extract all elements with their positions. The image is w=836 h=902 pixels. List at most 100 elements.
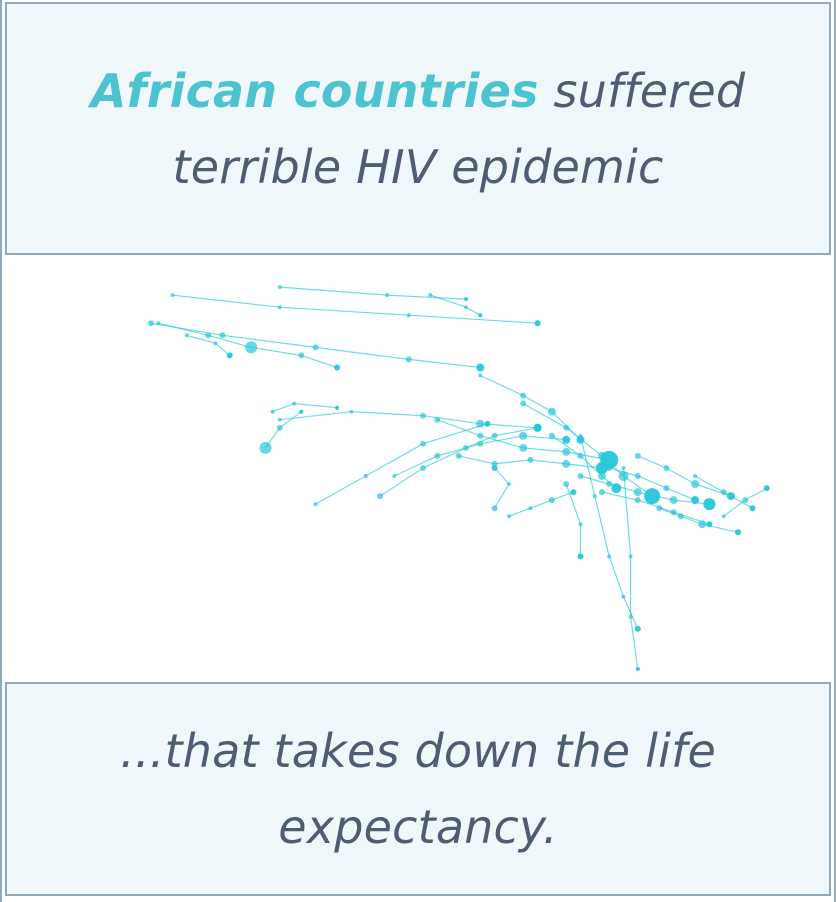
trail-line-trail-28 <box>601 491 710 525</box>
data-point-trail-14-1 <box>491 460 498 467</box>
data-point-trail-02-0 <box>170 293 175 298</box>
intro-caption: African countries suffered terrible HIV … <box>91 53 746 205</box>
outro-caption: ...that takes down the life expectancy. <box>120 713 716 865</box>
data-point-trail-17-0 <box>548 432 555 439</box>
trail-line-trail-29 <box>494 467 510 509</box>
series-trail-25 <box>621 466 640 671</box>
data-point-trail-18-2 <box>633 488 642 497</box>
chart-area <box>5 255 831 682</box>
data-point-trail-18-3 <box>669 496 678 505</box>
data-point-trail-07-0 <box>270 409 275 414</box>
data-point-trail-24-3 <box>621 594 626 599</box>
data-point-trail-15-2 <box>547 407 556 416</box>
data-point-trail-24-2 <box>607 554 612 559</box>
data-point-trail-12-1 <box>434 452 441 459</box>
data-point-trail-14-3 <box>562 459 571 468</box>
data-point-trail-13-2 <box>519 443 528 452</box>
data-point-trail-04-0 <box>428 293 433 298</box>
trail-line-trail-21 <box>659 507 739 533</box>
data-point-trail-23-2 <box>763 485 770 492</box>
data-point-trail-18-4 <box>703 498 716 511</box>
data-point-trail-27-1 <box>528 506 533 511</box>
data-point-trail-06-1 <box>213 341 218 346</box>
data-point-trail-28-0 <box>599 489 605 496</box>
data-point-trail-21-3 <box>735 529 741 536</box>
data-point-trail-22-2 <box>749 505 756 512</box>
series-trail-18 <box>577 473 716 511</box>
data-point-trail-17-1 <box>577 452 584 459</box>
data-point-trail-10-0 <box>313 502 318 507</box>
trail-line-trail-07 <box>272 402 338 413</box>
data-point-trail-18-0 <box>577 473 584 479</box>
data-point-trail-10-2 <box>420 440 426 447</box>
data-point-trail-03-1 <box>385 293 390 298</box>
data-point-trail-05-2 <box>245 341 258 354</box>
data-point-trail-18-1 <box>606 481 613 487</box>
data-point-trail-22-1 <box>720 489 727 496</box>
data-point-trail-19-2 <box>663 485 670 492</box>
data-point-trail-24-4 <box>634 625 641 632</box>
data-point-trail-22-0 <box>693 474 698 478</box>
data-point-trail-17-2 <box>598 472 606 480</box>
data-point-trail-12-3 <box>519 431 528 440</box>
trail-line-trail-06 <box>186 334 231 356</box>
outer-right-border <box>834 0 836 902</box>
series-trail-06 <box>184 333 233 359</box>
data-point-trail-05-4 <box>334 364 341 371</box>
data-point-trail-27-3 <box>570 489 577 496</box>
data-point-trail-14-2 <box>527 456 534 463</box>
data-point-trail-12-4 <box>562 435 571 444</box>
data-point-trail-01-1 <box>219 332 226 339</box>
data-point-trail-02-2 <box>406 313 411 318</box>
data-point-trail-06-2 <box>226 352 233 359</box>
data-point-trail-23-0 <box>721 514 726 519</box>
data-point-trail-05-1 <box>205 332 212 339</box>
data-point-trail-04-2 <box>478 313 483 318</box>
intro-caption-panel: African countries suffered terrible HIV … <box>5 2 831 255</box>
series-trail-29 <box>491 465 511 512</box>
series-trail-26 <box>563 481 584 560</box>
data-point-trail-05-3 <box>298 352 305 359</box>
data-point-trail-08-0 <box>259 441 272 454</box>
data-point-trail-09-1 <box>349 409 354 414</box>
data-point-trail-02-1 <box>277 305 282 310</box>
data-point-trail-24-1 <box>592 494 597 499</box>
data-point-trail-20-1 <box>663 465 670 471</box>
outro-line1: ...that takes down the life <box>120 724 716 778</box>
data-point-trail-26-1 <box>578 522 583 527</box>
trail-line-trail-10 <box>315 423 488 505</box>
data-point-trail-05-0 <box>156 321 161 326</box>
data-point-trail-26-0 <box>563 481 570 487</box>
data-point-trail-28-2 <box>670 509 677 516</box>
trail-line-trail-20 <box>637 455 732 497</box>
trail-line-trail-02 <box>172 294 538 324</box>
data-point-trail-29-0 <box>491 505 498 512</box>
caption-line1-rest: suffered <box>538 63 746 118</box>
data-point-trail-16-0 <box>520 400 527 407</box>
series-trail-10 <box>313 420 491 507</box>
caption-highlight: African countries <box>90 63 539 118</box>
data-point-trail-13-3 <box>562 447 571 456</box>
series-trail-09 <box>277 409 542 432</box>
data-point-trail-28-1 <box>634 497 641 504</box>
data-point-trail-23-1 <box>742 497 749 504</box>
data-point-trail-16-1 <box>563 424 570 431</box>
outer-left-border <box>0 0 2 902</box>
series-trail-07 <box>270 401 340 414</box>
series-trail-08 <box>259 409 304 454</box>
series-trail-28 <box>599 489 713 528</box>
series-trail-13 <box>434 416 619 469</box>
motion-trail-chart <box>147 285 770 671</box>
data-point-trail-19-3 <box>691 496 700 505</box>
data-point-trail-19-1 <box>634 473 641 479</box>
data-point-trail-11-4 <box>533 423 542 432</box>
outro-line2: expectancy. <box>278 800 558 854</box>
data-point-trail-09-2 <box>420 412 426 419</box>
series-trail-02 <box>170 293 541 327</box>
trail-line-trail-27 <box>508 491 574 517</box>
data-point-trail-27-2 <box>548 497 555 504</box>
data-point-trail-25-1 <box>628 554 633 559</box>
series-trail-23 <box>721 485 770 519</box>
series-trail-22 <box>693 474 756 512</box>
data-point-trail-10-1 <box>363 474 368 478</box>
